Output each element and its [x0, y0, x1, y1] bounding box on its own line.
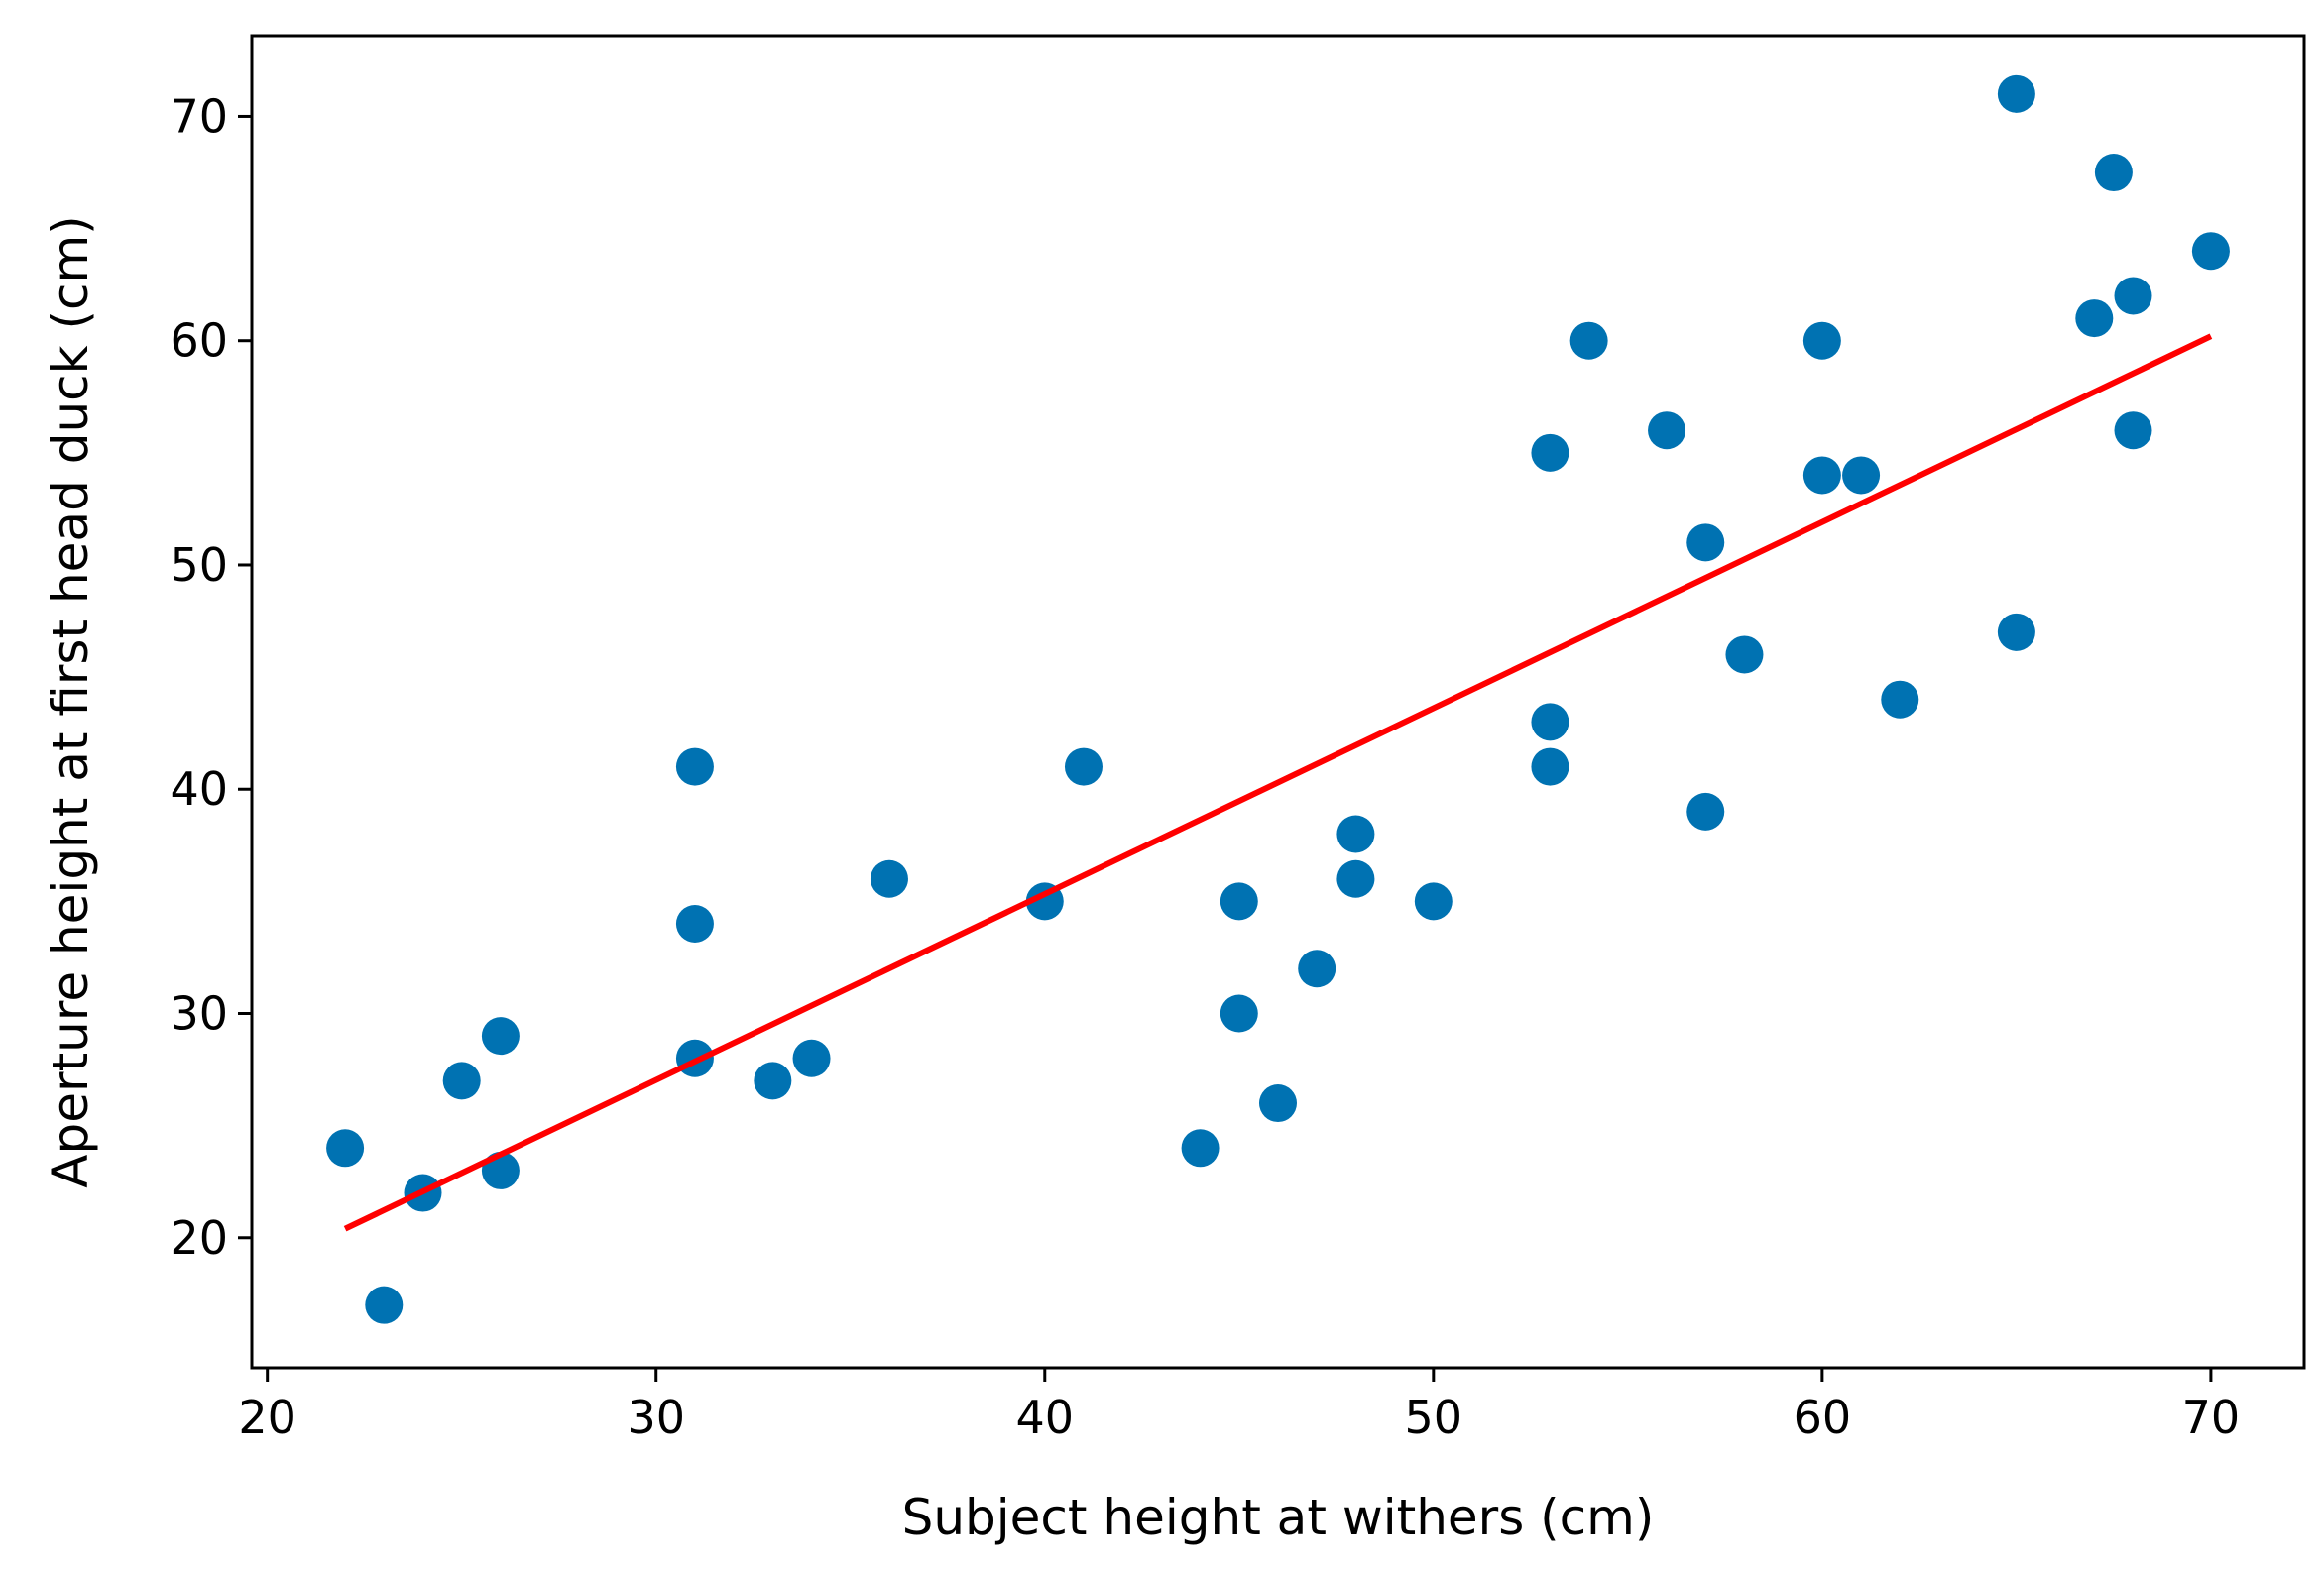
- data-point: [326, 1129, 365, 1168]
- data-point: [1220, 882, 1258, 921]
- y-tick-label: 50: [170, 538, 228, 592]
- data-point: [1181, 1129, 1220, 1168]
- data-point: [1686, 523, 1725, 562]
- y-tick-label: 40: [170, 762, 228, 816]
- ticks-layer: 20 30 40 50 60 70 20 30 40 50 60 70: [170, 89, 2240, 1444]
- data-point: [365, 1286, 404, 1324]
- data-point: [1064, 747, 1103, 786]
- regression-line: [343, 333, 2213, 1232]
- data-point: [675, 905, 714, 943]
- data-point: [1336, 859, 1375, 898]
- data-point: [1569, 321, 1608, 360]
- data-point: [2191, 232, 2230, 271]
- x-tick-label: 30: [627, 1391, 685, 1444]
- data-point: [1881, 680, 1919, 719]
- data-point: [2114, 411, 2152, 450]
- data-point: [870, 859, 908, 898]
- y-tick-label: 20: [170, 1211, 228, 1265]
- data-point: [1531, 747, 1569, 786]
- x-tick-label: 40: [1015, 1391, 1074, 1444]
- data-point: [675, 747, 714, 786]
- data-point: [1686, 792, 1725, 831]
- y-axis-label: Aperture height at first head duck (cm): [42, 215, 99, 1187]
- y-tick-label: 70: [170, 89, 228, 143]
- y-tick-label: 60: [170, 314, 228, 368]
- data-point: [1725, 635, 1764, 674]
- data-point: [1414, 882, 1452, 921]
- data-point: [1531, 703, 1569, 741]
- data-point: [1997, 613, 2035, 651]
- x-tick-label: 50: [1405, 1391, 1463, 1444]
- data-point: [1997, 74, 2035, 113]
- data-point: [1802, 321, 1841, 360]
- x-tick-label: 60: [1794, 1391, 1852, 1444]
- data-point: [1648, 411, 1686, 450]
- data-point: [1259, 1084, 1297, 1123]
- data-point: [792, 1039, 831, 1077]
- data-point: [1842, 456, 1881, 495]
- x-axis-label: Subject height at withers (cm): [902, 1489, 1655, 1546]
- data-point: [754, 1062, 792, 1100]
- data-point: [2094, 154, 2133, 192]
- data-point: [481, 1017, 520, 1056]
- y-tick-label: 30: [170, 987, 228, 1041]
- x-tick-label: 20: [238, 1391, 296, 1444]
- data-point: [1802, 456, 1841, 495]
- data-point: [442, 1062, 481, 1100]
- data-point: [2114, 277, 2152, 315]
- data-point: [2075, 299, 2114, 338]
- plot-frame: [250, 34, 2306, 1370]
- data-point: [1220, 994, 1258, 1033]
- data-point: [1336, 815, 1375, 853]
- x-tick-label: 70: [2182, 1391, 2241, 1444]
- marks-layer: [326, 74, 2230, 1324]
- data-point: [1298, 950, 1336, 988]
- data-point: [1531, 433, 1569, 472]
